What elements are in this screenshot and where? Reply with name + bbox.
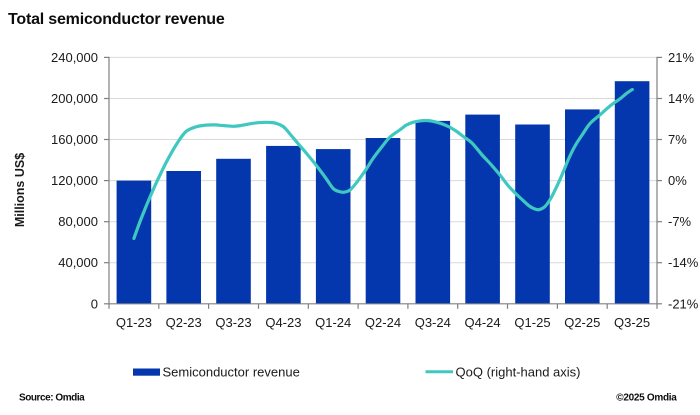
svg-text:Q3-23: Q3-23: [215, 315, 251, 330]
svg-text:240,000: 240,000: [51, 50, 98, 65]
svg-text:Q2-25: Q2-25: [564, 315, 600, 330]
svg-text:Q4-23: Q4-23: [265, 315, 301, 330]
svg-text:Q2-24: Q2-24: [365, 315, 401, 330]
svg-text:80,000: 80,000: [58, 214, 98, 229]
svg-text:-14%: -14%: [668, 255, 699, 270]
svg-text:200,000: 200,000: [51, 91, 98, 106]
svg-text:120,000: 120,000: [51, 173, 98, 188]
svg-text:Semiconductor revenue: Semiconductor revenue: [163, 365, 300, 380]
svg-text:0: 0: [91, 296, 98, 311]
svg-text:Q1-23: Q1-23: [116, 315, 152, 330]
svg-text:21%: 21%: [668, 50, 694, 65]
svg-text:Total semiconductor revenue: Total semiconductor revenue: [8, 11, 225, 28]
svg-text:-7%: -7%: [668, 214, 692, 229]
svg-text:©2025 Omdia: ©2025 Omdia: [616, 393, 677, 404]
svg-text:Source: Omdia: Source: Omdia: [19, 393, 85, 404]
svg-text:Millions US$: Millions US$: [13, 153, 27, 227]
svg-text:-21%: -21%: [668, 296, 699, 311]
svg-text:Q4-24: Q4-24: [465, 315, 501, 330]
svg-text:Q3-24: Q3-24: [415, 315, 451, 330]
svg-text:40,000: 40,000: [58, 255, 98, 270]
svg-text:0%: 0%: [668, 173, 687, 188]
svg-text:Q2-23: Q2-23: [166, 315, 202, 330]
svg-text:7%: 7%: [668, 132, 687, 147]
svg-text:Q3-25: Q3-25: [614, 315, 650, 330]
svg-text:160,000: 160,000: [51, 132, 98, 147]
svg-text:Q1-25: Q1-25: [514, 315, 550, 330]
svg-text:14%: 14%: [668, 91, 694, 106]
svg-text:Q1-24: Q1-24: [315, 315, 351, 330]
svg-text:QoQ (right-hand axis): QoQ (right-hand axis): [456, 365, 581, 380]
